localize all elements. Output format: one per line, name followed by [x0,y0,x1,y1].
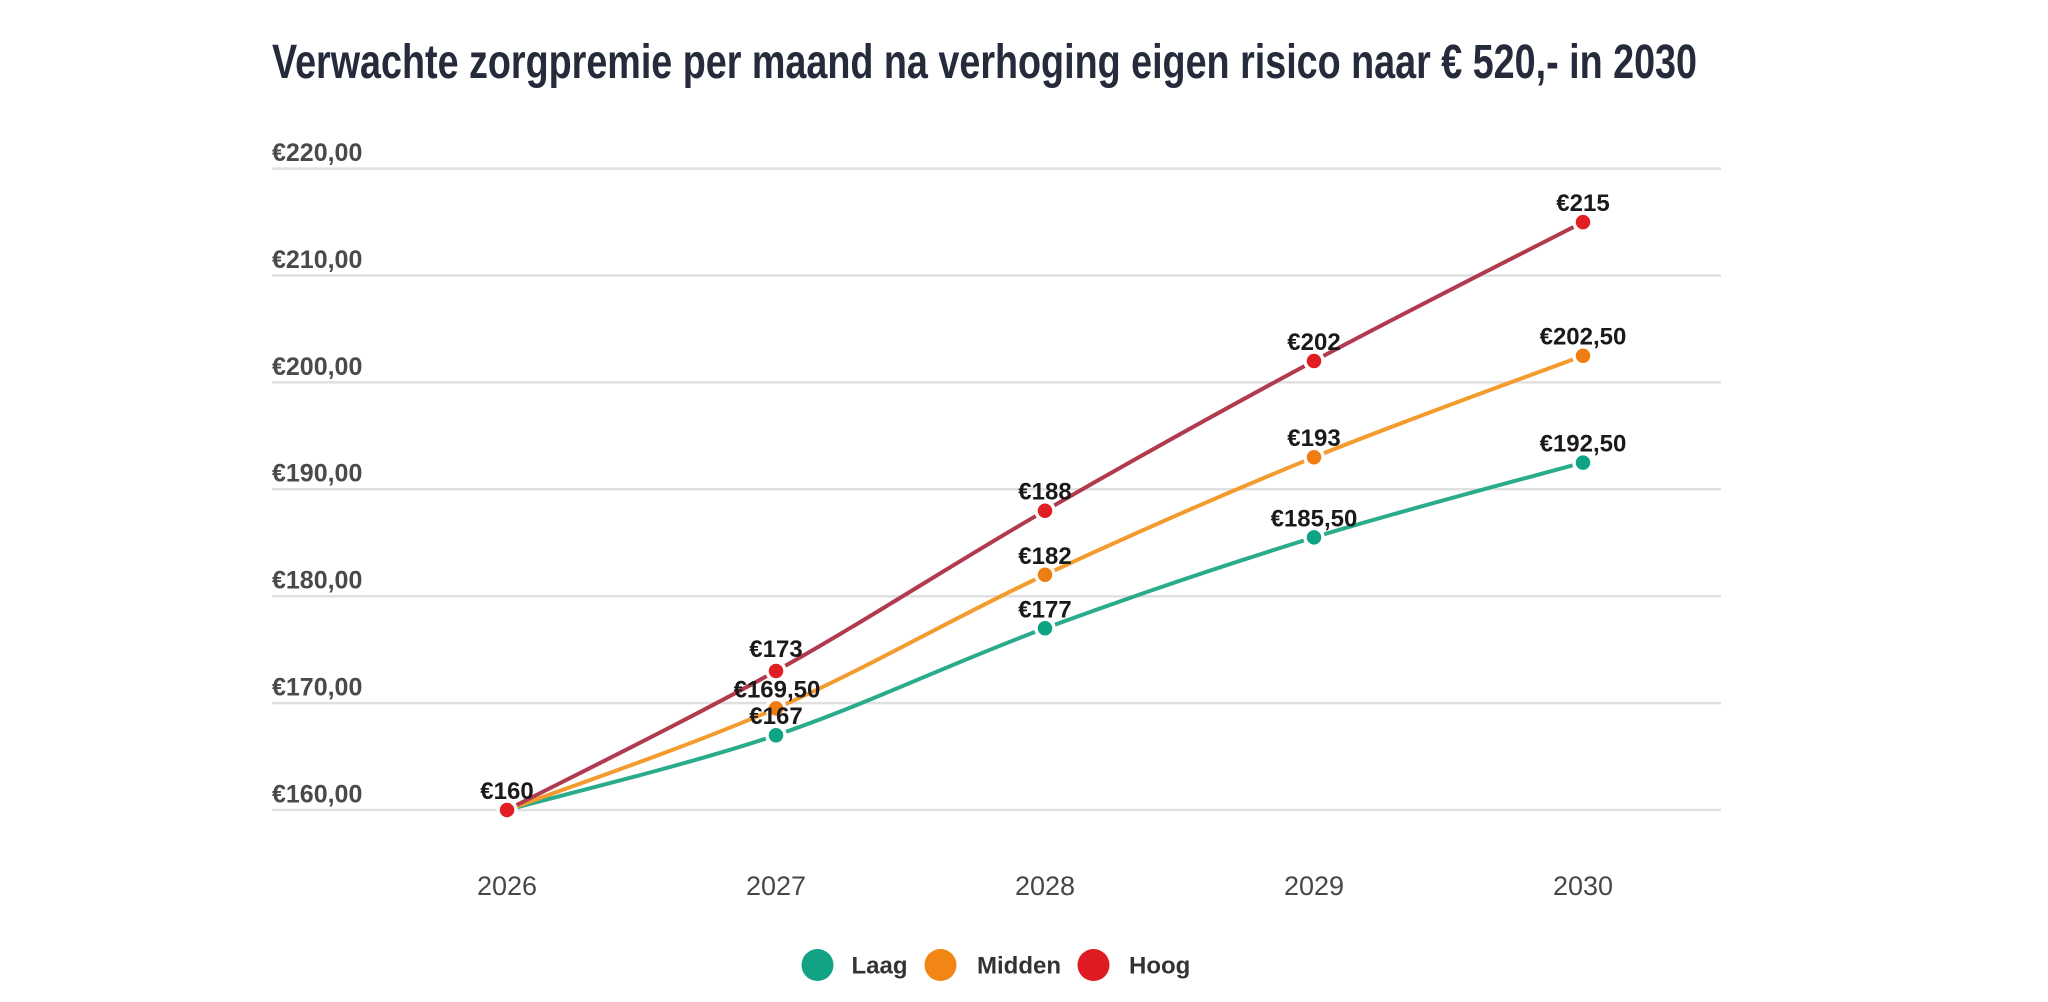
svg-text:€173: €173 [749,636,802,663]
svg-text:€215: €215 [1556,190,1609,217]
svg-text:€169,50: €169,50 [734,676,821,703]
svg-text:2029: 2029 [1284,871,1344,901]
svg-text:€193: €193 [1287,425,1340,452]
svg-text:€160,00: €160,00 [272,780,362,808]
svg-text:2030: 2030 [1553,871,1613,901]
svg-text:€220,00: €220,00 [272,139,362,167]
svg-text:Laag: Laag [852,953,908,980]
svg-text:Midden: Midden [977,953,1061,980]
svg-text:€177: €177 [1018,596,1071,623]
svg-text:€160: €160 [480,778,533,805]
svg-text:2026: 2026 [477,871,537,901]
svg-text:€180,00: €180,00 [272,567,362,595]
svg-text:Hoog: Hoog [1129,953,1190,980]
svg-text:€192,50: €192,50 [1540,431,1627,458]
svg-text:€200,00: €200,00 [272,353,362,381]
svg-text:€202,50: €202,50 [1540,324,1627,351]
svg-text:€210,00: €210,00 [272,246,362,274]
svg-text:2028: 2028 [1015,871,1075,901]
svg-text:€188: €188 [1018,479,1071,506]
svg-text:€167: €167 [749,703,802,730]
svg-text:€182: €182 [1018,543,1071,570]
svg-text:€185,50: €185,50 [1271,505,1358,532]
svg-text:€190,00: €190,00 [272,460,362,488]
svg-text:Verwachte zorgpremie per maand: Verwachte zorgpremie per maand na verhog… [272,36,1697,89]
svg-text:€170,00: €170,00 [272,674,362,702]
svg-text:€202: €202 [1287,329,1340,356]
svg-text:2027: 2027 [746,871,806,901]
